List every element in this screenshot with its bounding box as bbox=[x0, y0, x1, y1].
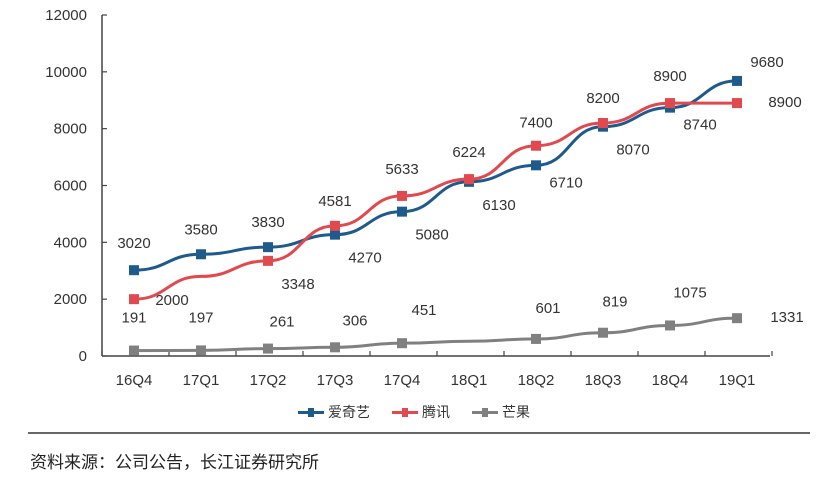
data-marker bbox=[330, 220, 340, 231]
legend-item-iqiyi: 爱奇艺 bbox=[298, 402, 370, 422]
x-tick-label: 17Q4 bbox=[384, 372, 421, 389]
legend: 爱奇艺 腾讯 芒果 bbox=[0, 402, 828, 422]
data-marker bbox=[665, 98, 675, 109]
data-label: 3580 bbox=[184, 221, 217, 238]
y-tick-label: 4000 bbox=[54, 234, 87, 251]
data-marker bbox=[531, 140, 541, 151]
x-tick-label: 17Q2 bbox=[250, 372, 287, 389]
data-label: 6130 bbox=[482, 197, 515, 214]
y-tick-label: 0 bbox=[79, 348, 87, 365]
data-labels: 3020 3580 3830 4270 5080 6130 6710 8070 8740 9680… bbox=[117, 54, 803, 331]
data-label: 6224 bbox=[452, 144, 485, 161]
x-tick-label: 17Q3 bbox=[317, 372, 354, 389]
data-marker bbox=[598, 117, 608, 128]
data-marker bbox=[397, 206, 407, 217]
data-marker bbox=[732, 98, 742, 109]
source-note: 资料来源：公司公告，长江证券研究所 bbox=[30, 453, 319, 472]
legend-label: 芒果 bbox=[502, 404, 530, 420]
data-label: 819 bbox=[602, 294, 627, 311]
y-tick-label: 12000 bbox=[45, 7, 87, 24]
data-label: 3020 bbox=[117, 235, 150, 252]
data-marker bbox=[330, 342, 340, 353]
data-label: 1331 bbox=[770, 309, 803, 326]
x-tick-label: 18Q4 bbox=[652, 372, 689, 389]
data-label: 451 bbox=[411, 302, 436, 319]
data-marker bbox=[397, 338, 407, 349]
data-label: 601 bbox=[535, 300, 560, 317]
data-marker bbox=[665, 320, 675, 331]
data-label: 8900 bbox=[768, 94, 801, 111]
data-label: 4270 bbox=[348, 250, 381, 267]
data-marker bbox=[464, 174, 474, 185]
y-tick-label: 10000 bbox=[45, 64, 87, 81]
data-label: 8200 bbox=[586, 90, 619, 107]
data-marker bbox=[196, 345, 206, 356]
data-label: 191 bbox=[121, 310, 146, 327]
legend-label: 腾讯 bbox=[422, 404, 450, 420]
legend-label: 爱奇艺 bbox=[328, 404, 370, 420]
x-tick-label: 18Q1 bbox=[451, 372, 488, 389]
series-lines bbox=[129, 75, 742, 356]
data-label: 306 bbox=[342, 312, 367, 329]
data-label: 3830 bbox=[251, 214, 284, 231]
data-label: 2000 bbox=[155, 292, 188, 309]
data-marker bbox=[263, 242, 273, 253]
data-label: 8070 bbox=[616, 142, 649, 159]
data-marker bbox=[732, 75, 742, 86]
series-line bbox=[133, 101, 738, 301]
data-marker bbox=[263, 255, 273, 266]
data-marker bbox=[196, 249, 206, 260]
x-tick-label: 19Q1 bbox=[719, 372, 756, 389]
data-marker bbox=[397, 190, 407, 201]
data-label: 7400 bbox=[519, 115, 552, 132]
y-tick-label: 2000 bbox=[54, 291, 87, 308]
line-chart: 0 2000 4000 6000 8000 10000 12000 16Q4 17Q1 17Q2 1… bbox=[45, 7, 803, 389]
data-marker bbox=[330, 229, 340, 240]
data-marker bbox=[129, 345, 139, 356]
data-label: 9680 bbox=[750, 54, 783, 71]
x-tick-label: 16Q4 bbox=[116, 372, 153, 389]
legend-swatch-icon bbox=[298, 407, 324, 417]
data-label: 197 bbox=[188, 309, 213, 326]
data-marker bbox=[531, 333, 541, 344]
axes: 0 2000 4000 6000 8000 10000 12000 16Q4 17Q1 17Q2 1… bbox=[45, 7, 773, 389]
data-marker bbox=[531, 160, 541, 171]
data-label: 8740 bbox=[683, 117, 716, 134]
data-label: 1075 bbox=[673, 284, 706, 301]
series-line bbox=[133, 79, 738, 272]
data-marker bbox=[129, 294, 139, 305]
legend-swatch-icon bbox=[472, 407, 498, 417]
legend-swatch-icon bbox=[392, 407, 418, 417]
data-label: 5080 bbox=[415, 227, 448, 244]
divider bbox=[28, 432, 810, 434]
data-marker bbox=[263, 343, 273, 354]
legend-item-tencent: 腾讯 bbox=[392, 402, 450, 422]
series-line bbox=[133, 316, 738, 353]
legend-item-mango: 芒果 bbox=[472, 402, 530, 422]
y-tick-label: 8000 bbox=[54, 121, 87, 138]
data-label: 5633 bbox=[385, 161, 418, 178]
data-marker bbox=[129, 265, 139, 276]
data-label: 4581 bbox=[318, 193, 351, 210]
x-tick-label: 18Q2 bbox=[518, 372, 555, 389]
data-label: 261 bbox=[269, 314, 294, 331]
y-tick-label: 6000 bbox=[54, 178, 87, 195]
x-tick-label: 18Q3 bbox=[585, 372, 622, 389]
data-label: 6710 bbox=[549, 174, 582, 191]
data-marker bbox=[732, 313, 742, 324]
x-tick-label: 17Q1 bbox=[183, 372, 220, 389]
data-label: 3348 bbox=[281, 276, 314, 293]
data-marker bbox=[598, 327, 608, 338]
data-label: 8900 bbox=[653, 68, 686, 85]
